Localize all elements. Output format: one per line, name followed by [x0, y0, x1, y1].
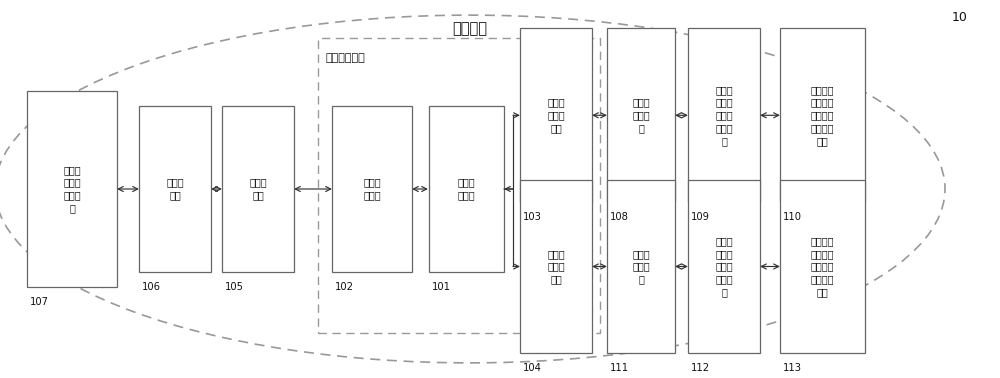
- Text: 102: 102: [335, 282, 354, 291]
- Bar: [688, 28, 760, 202]
- Text: 输电系统: 输电系统: [452, 21, 488, 36]
- Bar: [520, 180, 592, 353]
- Text: 第二柔
性直流
站控: 第二柔 性直流 站控: [547, 249, 565, 284]
- Text: 第一柔
性直流
站控: 第一柔 性直流 站控: [547, 98, 565, 133]
- Text: 协调控
制装置: 协调控 制装置: [457, 178, 475, 200]
- Text: 常规直
流送端
的换流
阀: 常规直 流送端 的换流 阀: [63, 165, 81, 213]
- Text: 第二模
块化多
电平换
流器板
控: 第二模 块化多 电平换 流器板 控: [715, 236, 733, 297]
- Text: 112: 112: [691, 363, 710, 373]
- Text: 110: 110: [782, 212, 802, 222]
- Text: 109: 109: [691, 212, 710, 222]
- Text: 第一模
块化多
电平换
流器板
控: 第一模 块化多 电平换 流器板 控: [715, 85, 733, 146]
- Text: 第一柔性
直流受端
的模块化
多电平换
流器: 第一柔性 直流受端 的模块化 多电平换 流器: [810, 85, 834, 146]
- Bar: [688, 180, 760, 353]
- Text: 整流侧
极控: 整流侧 极控: [249, 178, 267, 200]
- Bar: [27, 91, 117, 287]
- Text: 105: 105: [225, 282, 244, 291]
- Text: 第二柔性
直流受端
的模块化
多电平换
流器: 第二柔性 直流受端 的模块化 多电平换 流器: [810, 236, 834, 297]
- Bar: [429, 106, 504, 272]
- Text: 常规直
流站控: 常规直 流站控: [363, 178, 381, 200]
- Text: 101: 101: [432, 282, 451, 291]
- Text: 第二逆
变侧极
控: 第二逆 变侧极 控: [632, 249, 650, 284]
- Bar: [222, 106, 294, 272]
- Bar: [139, 106, 211, 272]
- Bar: [520, 28, 592, 202]
- Text: 第一逆
变侧极
控: 第一逆 变侧极 控: [632, 98, 650, 133]
- Bar: [780, 180, 864, 353]
- Text: 换流阀
极控: 换流阀 极控: [166, 178, 184, 200]
- Text: 111: 111: [610, 363, 629, 373]
- Text: 107: 107: [30, 297, 49, 307]
- Bar: [780, 28, 864, 202]
- Text: 104: 104: [523, 363, 542, 373]
- Text: 10: 10: [952, 11, 968, 24]
- Text: 108: 108: [610, 212, 629, 222]
- Bar: [318, 38, 600, 333]
- Text: 106: 106: [142, 282, 161, 291]
- Bar: [332, 106, 412, 272]
- Text: 113: 113: [782, 363, 802, 373]
- Text: 混合直流站控: 混合直流站控: [326, 53, 366, 63]
- Text: 103: 103: [523, 212, 542, 222]
- Bar: [607, 180, 675, 353]
- Bar: [607, 28, 675, 202]
